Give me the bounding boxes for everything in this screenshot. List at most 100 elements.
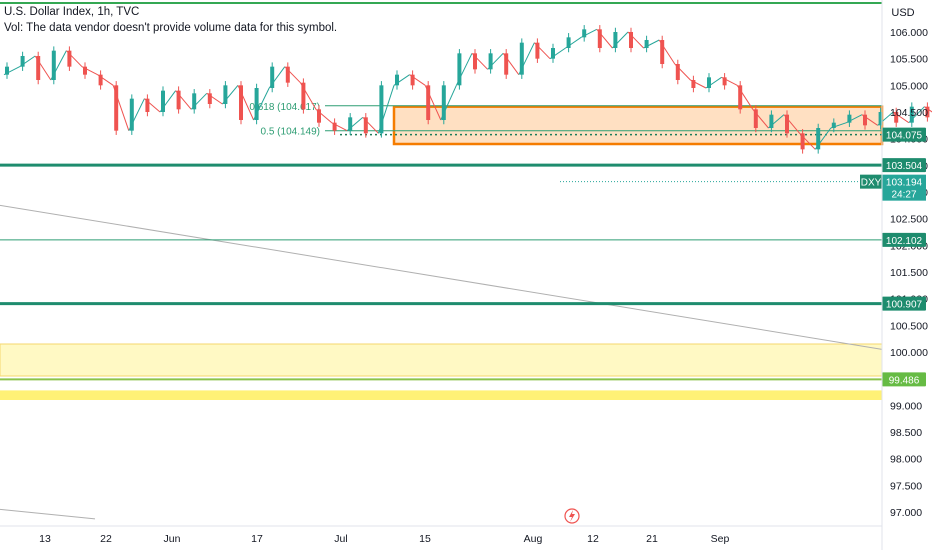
trendline (0, 204, 883, 350)
price-segment (534, 42, 551, 60)
candle-body (894, 112, 899, 123)
price-segment (455, 53, 473, 86)
currency-button[interactable]: USD (891, 7, 915, 19)
price-segment (471, 52, 488, 70)
candle-body (551, 48, 555, 59)
level-label: 99.486 (889, 375, 920, 386)
fib-label: 0.618 (104.617) (249, 102, 320, 113)
candle-body (831, 122, 836, 128)
price-segment (627, 31, 644, 49)
price-segment (908, 106, 925, 124)
candle-body (410, 74, 415, 86)
candle-body (691, 80, 696, 88)
candle-body (426, 85, 431, 120)
candle-body (597, 29, 602, 48)
price-segment (736, 85, 754, 110)
volume-notice: Vol: The data vendor doesn't provide vol… (4, 22, 338, 34)
price-segment (159, 90, 177, 113)
candle-body (176, 90, 181, 110)
price-segment (268, 66, 286, 89)
lightning-icon (564, 508, 580, 524)
level-label-bg (882, 127, 926, 142)
price-segment (34, 55, 52, 81)
candle-body (473, 53, 477, 70)
level-label-bg (882, 158, 926, 173)
candle-body (348, 117, 353, 131)
candle-body (441, 85, 446, 120)
candle-body (847, 114, 852, 123)
price-segment (237, 85, 255, 121)
candle-body (519, 42, 524, 75)
candle-body (769, 114, 774, 128)
fib-label: 0.5 (104.149) (261, 127, 321, 138)
price-segment (393, 74, 410, 86)
price-segment (222, 85, 239, 105)
price-segment (206, 92, 223, 105)
candle-body (644, 40, 649, 48)
y-tick: 100.500 (890, 320, 928, 332)
candle-body (816, 128, 821, 150)
price-segment (299, 82, 317, 110)
level-label: 103.504 (886, 161, 923, 172)
candle-body (675, 64, 680, 80)
level-label: 100.907 (886, 300, 923, 311)
price-segment (830, 122, 847, 129)
price-segment (253, 87, 270, 121)
candle-body (51, 50, 56, 80)
price-segment (424, 85, 442, 121)
candle-body (67, 50, 72, 67)
price-segment (877, 111, 894, 126)
candle-body (161, 90, 165, 112)
y-tick: 98.000 (890, 454, 922, 466)
price-segment (814, 127, 832, 150)
x-tick: Sep (711, 533, 730, 545)
x-tick: Jun (164, 533, 181, 545)
price-segment (315, 108, 332, 124)
x-tick: 15 (419, 533, 431, 545)
price-segment (112, 85, 130, 131)
price-segment (487, 52, 504, 70)
candle-body (285, 66, 290, 83)
level-label-bg (882, 372, 926, 387)
price-segment (799, 132, 816, 150)
price-segment (565, 36, 582, 49)
last-price-countdown: 24:27 (891, 190, 916, 201)
symbol-title[interactable]: U.S. Dollar Index, 1h, TVC (4, 6, 140, 18)
price-segment (502, 53, 520, 75)
candle-body (613, 32, 618, 48)
candle-body (457, 53, 462, 86)
y-tick: 105.500 (890, 54, 928, 66)
price-segment (518, 42, 535, 75)
price-segment (377, 85, 395, 134)
price-segment (144, 98, 161, 113)
y-tick: 101.500 (890, 267, 928, 279)
level-label-bg (882, 296, 926, 311)
y-tick: 106.000 (890, 27, 928, 39)
candle-body (301, 82, 306, 110)
candle-body (738, 85, 743, 110)
level-label: 102.102 (886, 236, 923, 247)
price-segment (705, 76, 722, 89)
price-segment (783, 114, 800, 134)
y-tick: 99.000 (890, 400, 922, 412)
candle-body (83, 66, 87, 75)
x-tick: 21 (646, 533, 658, 545)
price-segment (175, 90, 192, 110)
y-tick: 98.500 (890, 427, 922, 439)
candle-body (98, 74, 103, 86)
y-tick: 104.500 (890, 107, 928, 119)
price-segment (861, 114, 878, 126)
trendline-lower (0, 508, 96, 520)
x-tick: 13 (39, 533, 51, 545)
last-price-value: 103.194 (886, 178, 923, 189)
candle-body (254, 88, 259, 120)
price-segment (284, 66, 301, 84)
price-segment (721, 76, 738, 86)
candle-body (129, 98, 134, 131)
y-tick: 100.000 (890, 347, 928, 359)
last-price-bg (882, 174, 926, 201)
candle-body (270, 66, 275, 88)
symbol-tag: DXY (861, 178, 882, 189)
price-segment (580, 28, 598, 38)
